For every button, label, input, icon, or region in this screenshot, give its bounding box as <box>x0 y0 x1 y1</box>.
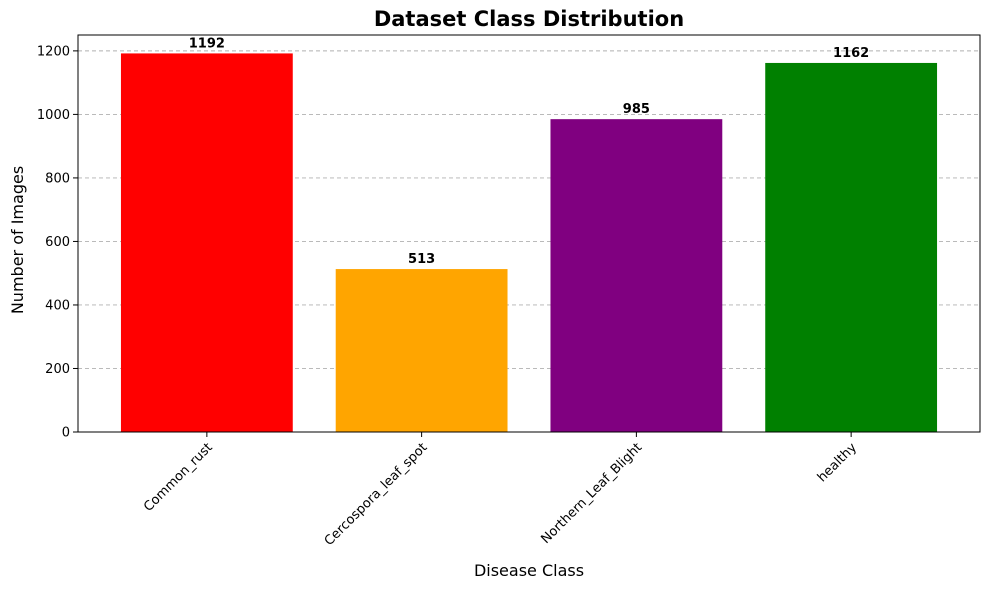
bar-common-rust <box>120 53 293 432</box>
y-tick-label: 400 <box>45 298 70 313</box>
y-axis-label: Number of Images <box>8 166 27 314</box>
plot-border <box>77 34 981 433</box>
bar-cercospora-leaf-spot <box>335 269 508 432</box>
x-axis-ticks: Common_rust Cercospora_leaf_spot Northern_… <box>141 432 860 549</box>
chart-title: Dataset Class Distribution <box>374 7 684 31</box>
y-axis-ticks: 0 200 400 600 800 1000 1200 <box>37 44 78 441</box>
y-tick-label: 1000 <box>37 108 70 123</box>
bar-northern-leaf-blight <box>550 119 723 432</box>
x-tick-label: healthy <box>815 440 860 485</box>
y-tick-label: 200 <box>45 362 70 377</box>
x-tick-label: Common_rust <box>141 440 216 515</box>
y-tick-label: 800 <box>45 171 70 186</box>
bar-value-label: 985 <box>623 102 650 117</box>
bar-healthy <box>765 62 938 433</box>
bar-value-label: 1192 <box>189 36 225 51</box>
x-axis-label: Disease Class <box>474 561 584 580</box>
data-labels: 1192 513 985 1162 <box>189 36 869 267</box>
y-tick-label: 1200 <box>37 44 70 59</box>
y-tick-label: 600 <box>45 235 70 250</box>
plot-frame <box>77 34 981 433</box>
y-tick-label: 0 <box>62 426 70 441</box>
x-tick-label: Northern_Leaf_Blight <box>538 440 645 547</box>
bar-value-label: 1162 <box>833 46 869 61</box>
bar-value-label: 513 <box>408 252 435 267</box>
bars <box>120 53 938 433</box>
x-tick-label: Cercospora_leaf_spot <box>322 440 431 549</box>
